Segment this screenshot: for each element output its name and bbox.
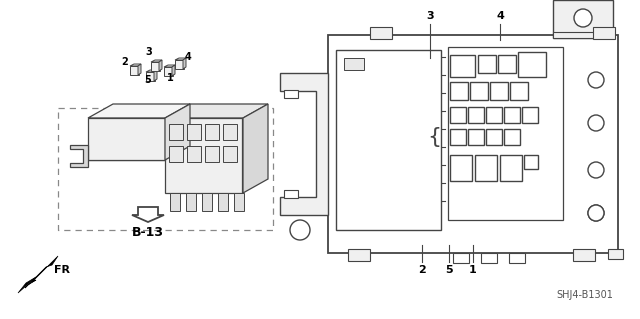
Bar bbox=[234, 193, 244, 211]
Polygon shape bbox=[159, 60, 162, 71]
Text: 4: 4 bbox=[496, 11, 504, 21]
Polygon shape bbox=[175, 58, 186, 60]
Polygon shape bbox=[25, 256, 58, 288]
Bar bbox=[475, 155, 497, 181]
Text: SHJ4-B1301: SHJ4-B1301 bbox=[557, 290, 613, 300]
Bar bbox=[130, 66, 139, 75]
Polygon shape bbox=[172, 65, 175, 76]
Polygon shape bbox=[183, 58, 186, 69]
Bar bbox=[146, 72, 155, 81]
Text: 1: 1 bbox=[469, 265, 477, 275]
Polygon shape bbox=[88, 104, 190, 118]
Bar bbox=[348, 249, 370, 261]
Bar bbox=[187, 146, 201, 162]
Bar bbox=[490, 82, 508, 100]
Polygon shape bbox=[132, 207, 164, 222]
Bar bbox=[518, 52, 546, 77]
Text: 5: 5 bbox=[445, 265, 453, 275]
Text: 2: 2 bbox=[418, 265, 426, 275]
Bar bbox=[448, 47, 563, 220]
Circle shape bbox=[588, 72, 604, 88]
Bar bbox=[504, 107, 520, 123]
Bar bbox=[284, 90, 298, 98]
Polygon shape bbox=[70, 145, 88, 167]
Bar bbox=[510, 82, 528, 100]
Text: FR: FR bbox=[54, 265, 70, 275]
Bar bbox=[453, 253, 469, 263]
Bar bbox=[169, 146, 183, 162]
Polygon shape bbox=[154, 70, 157, 81]
Bar bbox=[450, 129, 466, 145]
Bar bbox=[553, 0, 613, 38]
Bar bbox=[344, 58, 364, 70]
Polygon shape bbox=[165, 104, 268, 118]
Bar bbox=[218, 193, 228, 211]
Bar bbox=[187, 124, 201, 140]
Bar bbox=[336, 50, 441, 230]
Bar bbox=[450, 82, 468, 100]
Bar bbox=[151, 62, 160, 71]
Polygon shape bbox=[164, 65, 175, 67]
Bar bbox=[470, 82, 488, 100]
Bar bbox=[468, 129, 484, 145]
Bar bbox=[450, 107, 466, 123]
Bar bbox=[486, 107, 502, 123]
Bar bbox=[509, 253, 525, 263]
Polygon shape bbox=[18, 277, 36, 293]
Bar bbox=[478, 55, 496, 73]
Bar bbox=[284, 190, 298, 198]
Bar bbox=[608, 249, 623, 259]
Circle shape bbox=[588, 205, 604, 221]
Text: 5: 5 bbox=[145, 75, 152, 85]
Text: 4: 4 bbox=[184, 52, 191, 62]
Bar bbox=[522, 107, 538, 123]
Bar bbox=[170, 193, 180, 211]
Bar bbox=[450, 155, 472, 181]
Polygon shape bbox=[146, 70, 157, 72]
Bar bbox=[500, 155, 522, 181]
Bar bbox=[481, 253, 497, 263]
Bar bbox=[165, 118, 242, 193]
Bar bbox=[205, 124, 219, 140]
Polygon shape bbox=[280, 73, 328, 215]
Bar bbox=[223, 146, 237, 162]
Bar bbox=[486, 129, 502, 145]
Bar bbox=[205, 146, 219, 162]
Polygon shape bbox=[243, 104, 268, 193]
Polygon shape bbox=[165, 104, 190, 160]
Bar bbox=[202, 193, 212, 211]
Bar bbox=[58, 108, 273, 230]
Bar bbox=[450, 55, 475, 77]
Text: 1: 1 bbox=[166, 73, 173, 83]
Text: 2: 2 bbox=[122, 57, 129, 67]
Bar bbox=[88, 118, 165, 160]
Circle shape bbox=[588, 205, 604, 221]
Bar bbox=[328, 35, 618, 253]
Bar bbox=[553, 32, 613, 38]
Text: {: { bbox=[427, 127, 441, 147]
Polygon shape bbox=[138, 64, 141, 75]
Bar bbox=[498, 55, 516, 73]
Circle shape bbox=[588, 115, 604, 131]
Bar bbox=[593, 27, 615, 39]
Bar bbox=[370, 27, 392, 39]
Text: B-13: B-13 bbox=[132, 226, 164, 240]
Bar bbox=[223, 124, 237, 140]
Circle shape bbox=[290, 220, 310, 240]
Text: 3: 3 bbox=[146, 47, 152, 57]
Bar bbox=[169, 124, 183, 140]
Bar bbox=[573, 249, 595, 261]
Bar bbox=[468, 107, 484, 123]
Bar bbox=[524, 155, 538, 169]
Circle shape bbox=[588, 162, 604, 178]
Bar bbox=[186, 193, 196, 211]
Polygon shape bbox=[130, 64, 141, 66]
Bar bbox=[175, 60, 184, 69]
Circle shape bbox=[574, 9, 592, 27]
Text: 3: 3 bbox=[426, 11, 434, 21]
Bar bbox=[164, 67, 173, 76]
Polygon shape bbox=[151, 60, 162, 62]
Bar bbox=[504, 129, 520, 145]
